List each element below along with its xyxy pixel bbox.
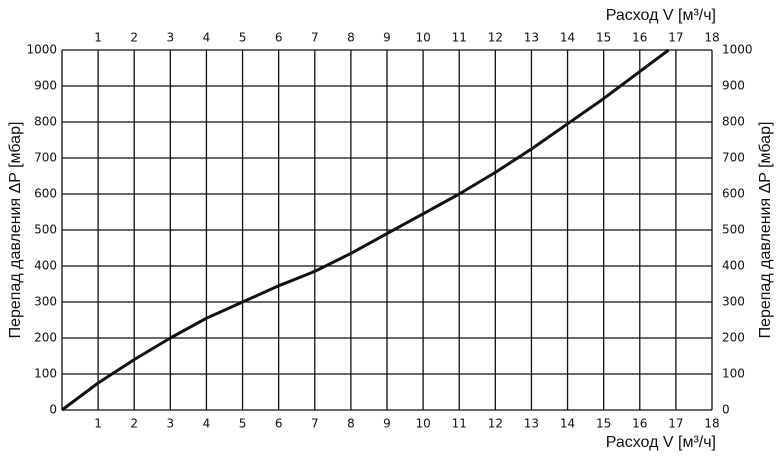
x-tick-label-bottom: 6	[275, 417, 283, 431]
x-tick-label-top: 18	[704, 31, 719, 45]
x-tick-label-top: 9	[383, 31, 391, 45]
x-tick-label-top: 8	[347, 31, 355, 45]
x-tick-label-bottom: 9	[383, 417, 391, 431]
x-tick-label-bottom: 15	[596, 417, 611, 431]
x-tick-label-bottom: 10	[415, 417, 430, 431]
x-tick-label-top: 10	[415, 31, 430, 45]
x-tick-label-top: 12	[488, 31, 503, 45]
x-tick-label-bottom: 13	[524, 417, 539, 431]
x-tick-label-top: 1	[94, 31, 102, 45]
x-tick-label-bottom: 2	[130, 417, 138, 431]
x-tick-label-top: 14	[560, 31, 575, 45]
x-tick-label-top: 4	[203, 31, 211, 45]
y-tick-label-right: 200	[722, 331, 745, 345]
data-line	[61, 48, 670, 412]
x-tick-label-top: 6	[275, 31, 283, 45]
y-tick-label-left: 1000	[26, 43, 57, 57]
y-tick-label-right: 300	[722, 295, 745, 309]
y-tick-label-left: 400	[34, 259, 57, 273]
y-tick-label-right: 100	[722, 367, 745, 381]
y-axis-label-left: Перепад давления ΔP [мбар]	[7, 122, 24, 339]
x-axis-label-bottom: Расход V [м³/ч]	[606, 434, 716, 451]
y-tick-label-left: 700	[34, 151, 57, 165]
y-tick-label-right: 400	[722, 259, 745, 273]
x-tick-label-top: 3	[167, 31, 175, 45]
x-tick-label-bottom: 17	[668, 417, 683, 431]
y-tick-label-left: 200	[34, 331, 57, 345]
x-tick-label-top: 16	[632, 31, 647, 45]
x-tick-label-bottom: 12	[488, 417, 503, 431]
y-tick-label-left: 0	[49, 403, 57, 417]
y-tick-label-right: 800	[722, 115, 745, 129]
x-axis-label-top: Расход V [м³/ч]	[606, 7, 716, 24]
x-tick-label-bottom: 18	[704, 417, 719, 431]
x-tick-label-top: 11	[452, 31, 467, 45]
x-tick-label-bottom: 16	[632, 417, 647, 431]
y-axis-label-right: Перепад давления ΔP [мбар]	[757, 122, 774, 339]
x-tick-label-bottom: 8	[347, 417, 355, 431]
y-tick-label-left: 100	[34, 367, 57, 381]
x-tick-label-bottom: 3	[167, 417, 175, 431]
y-tick-label-right: 1000	[722, 43, 753, 57]
x-tick-label-bottom: 1	[94, 417, 102, 431]
x-tick-label-top: 15	[596, 31, 611, 45]
y-tick-label-left: 500	[34, 223, 57, 237]
x-tick-label-top: 17	[668, 31, 683, 45]
y-tick-label-left: 900	[34, 79, 57, 93]
y-tick-label-right: 0	[722, 403, 730, 417]
x-tick-label-bottom: 5	[239, 417, 247, 431]
y-tick-label-right: 500	[722, 223, 745, 237]
y-tick-label-left: 800	[34, 115, 57, 129]
x-tick-label-top: 13	[524, 31, 539, 45]
y-tick-label-left: 600	[34, 187, 57, 201]
x-tick-label-top: 2	[130, 31, 138, 45]
x-tick-label-top: 7	[311, 31, 319, 45]
x-tick-label-bottom: 4	[203, 417, 211, 431]
y-tick-label-right: 900	[722, 79, 745, 93]
x-tick-label-top: 5	[239, 31, 247, 45]
y-tick-label-right: 600	[722, 187, 745, 201]
x-tick-label-bottom: 14	[560, 417, 575, 431]
x-tick-label-bottom: 11	[452, 417, 467, 431]
y-tick-label-right: 700	[722, 151, 745, 165]
y-tick-label-left: 300	[34, 295, 57, 309]
x-tick-label-bottom: 7	[311, 417, 319, 431]
